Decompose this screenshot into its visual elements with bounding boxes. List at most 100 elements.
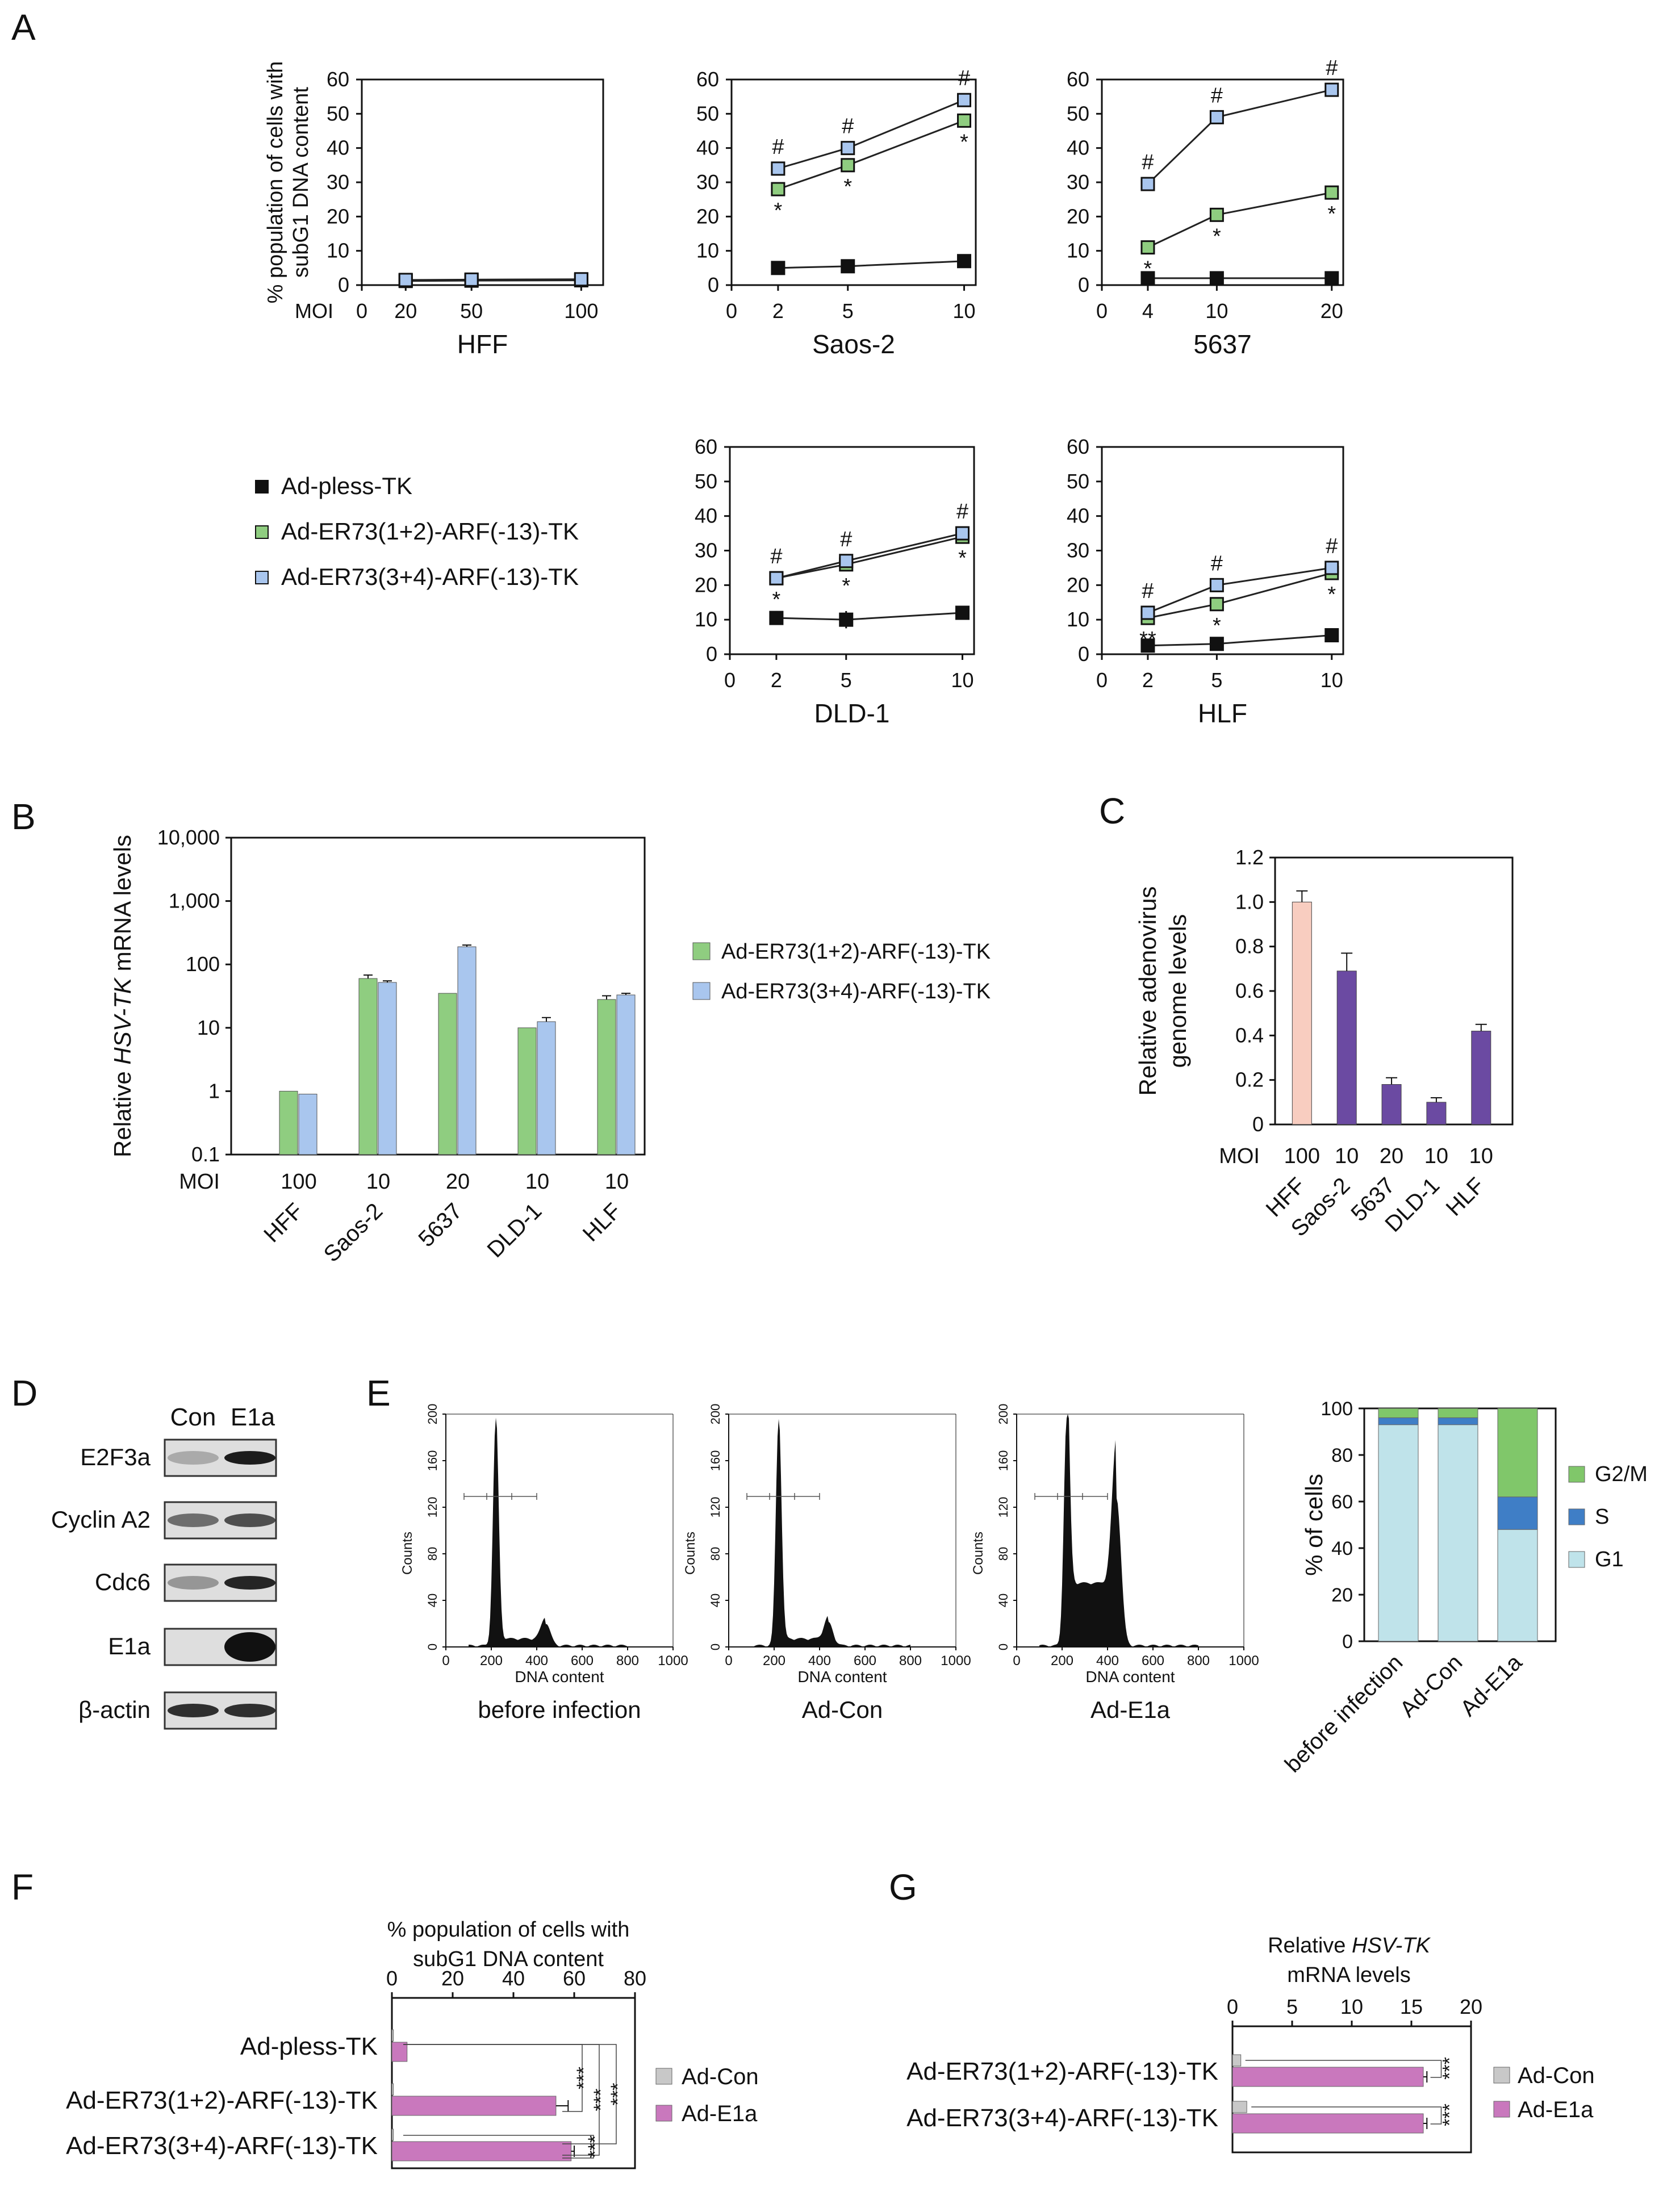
blot-band [224,1513,275,1527]
hash-mark: # [1326,534,1338,558]
y-tick-label: 1 [208,1079,220,1102]
blot-row-label: E2F3a [80,1444,151,1470]
y-tick-label: 30 [1067,539,1089,562]
bar [279,1090,298,1155]
data-point [1209,110,1224,124]
y-tick-label: 160 [996,1450,1010,1471]
chart-A-Saos2: 0 10 20 30 40 50 60 0 2 5 10 Saos-2 * * * # # # [696,66,977,359]
y-tick-label: 100 [1321,1398,1353,1420]
blot-band [168,1704,219,1717]
legend-label: S [1595,1505,1609,1529]
x-tick-label: 200 [763,1653,785,1669]
data-point [1140,605,1155,620]
bar [1336,971,1357,1125]
y-axis-label: Counts [683,1532,698,1575]
x-tick-label: 20 [1460,1995,1482,2018]
blot-band [224,1576,275,1590]
axis-title: % population of cells with [387,1918,630,1942]
bar [378,982,397,1155]
chart-title: HFF [457,329,508,359]
moi-value: 100 [1284,1144,1320,1168]
x-tick-label: 4 [1142,299,1154,323]
significance-stars: *** [607,2083,629,2106]
stacked-segment [1438,1417,1478,1425]
x-tick-label: 5 [1211,668,1222,692]
panel-letter: B [11,796,36,837]
stacked-segment [1438,1424,1478,1642]
y-tick-label: 0.2 [1235,1068,1264,1092]
plot-frame [1231,2025,1472,2154]
bar-ad-e1a [391,2042,408,2062]
significance-stars: *** [1439,2104,1461,2126]
bar [616,994,636,1155]
y-tick-label: 0 [1078,642,1089,666]
data-point [1209,578,1224,592]
category-label: Ad-ER73(1+2)-ARF(-13)-TK [906,2058,1218,2085]
chart-title: DLD-1 [814,699,890,728]
y-tick-label: 20 [327,204,349,228]
significance-stars: *** [590,2089,612,2111]
legend-label: Ad-ER73(1+2)-ARF(-13)-TK [281,518,579,545]
chart-A-5637: 0 10 20 30 40 50 60 0 4 10 20 5637 * * * # # # [1067,56,1344,359]
x-tick-label: 10 [1205,299,1228,323]
bar [1426,1102,1447,1125]
data-point [839,554,854,568]
data-point [398,273,413,287]
x-tick-label: 0 [724,668,736,692]
moi-value: 10 [1469,1144,1493,1168]
x-tick-label: 0 [725,1653,732,1669]
y-tick-label: 100 [186,952,220,976]
y-tick-label: 20 [1067,204,1089,228]
blot-row-label: E1a [108,1633,151,1659]
y-tick-label: 80 [708,1547,722,1561]
legend-label: Ad-ER73(1+2)-ARF(-13)-TK [721,940,991,964]
y-tick-label: 40 [425,1594,440,1607]
y-tick-label: 60 [1331,1491,1353,1513]
y-tick-label: 10 [696,239,719,262]
histogram-distribution [751,1419,910,1647]
panel-letter: A [11,7,36,48]
x-tick-label: 400 [1096,1653,1119,1669]
plot-frame [361,78,604,286]
x-tick-label: 600 [571,1653,594,1669]
x-tick-label: 20 [1321,299,1343,323]
y-axis-label-part: HSV-TK [109,977,136,1064]
x-axis-label: DNA content [797,1668,887,1686]
series-line [776,612,963,621]
legend-label: Ad-ER73(3+4)-ARF(-13)-TK [721,980,991,1003]
x-tick-label: 0 [726,299,737,323]
panel-letter: E [366,1373,391,1414]
asterisk-mark: * [843,175,852,199]
data-point [841,141,855,156]
moi-label: MOI [1219,1144,1260,1168]
chart-A-DLD1: 0 10 20 30 40 50 60 0 2 5 10 DLD-1 * * * # # # [695,435,975,728]
data-point [771,182,785,196]
x-axis-label: DNA content [515,1668,604,1686]
chart-title: 5637 [1193,329,1251,359]
category-label: HLF [1441,1173,1490,1221]
category-label: Ad-E1a [1456,1650,1527,1721]
y-tick-label: 50 [696,102,719,125]
x-tick-label: 0 [442,1653,449,1669]
y-tick-label: 0 [425,1644,440,1650]
y-tick-label: 1,000 [169,889,220,913]
histogram-title: before infection [478,1696,641,1723]
y-tick-label: 10 [1067,239,1089,262]
hash-mark: # [1211,83,1223,107]
y-tick-label: 60 [696,68,719,91]
hash-mark: # [1211,551,1223,575]
legend-swatch [1568,1466,1585,1483]
y-tick-label: 0 [1342,1631,1353,1653]
significance-stars: *** [1439,2057,1461,2080]
category-label: Ad-ER73(1+2)-ARF(-13)-TK [66,2086,378,2114]
category-label: before infection [1280,1650,1408,1778]
y-axis-label: % population of cells with [264,61,287,304]
chart-G: 0 5 10 15 20 Relative HSV-TK mRNA levels Ad-ER7… [906,1934,1595,2154]
x-tick-label: 200 [480,1653,503,1669]
bar-ad-con [1232,2101,1247,2113]
moi-value: 10 [1424,1144,1448,1168]
y-tick-label: 0.1 [191,1143,220,1166]
stacked-segment [1378,1417,1419,1425]
histogram-title: Ad-Con [802,1696,883,1723]
y-tick-label: 0 [708,273,719,296]
